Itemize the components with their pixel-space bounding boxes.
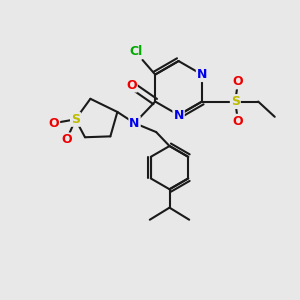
Text: O: O xyxy=(126,79,137,92)
Text: O: O xyxy=(49,117,59,130)
Text: O: O xyxy=(61,134,72,146)
Text: O: O xyxy=(232,115,243,128)
Text: N: N xyxy=(129,117,140,130)
Text: O: O xyxy=(232,75,243,88)
Text: N: N xyxy=(197,68,207,81)
Text: N: N xyxy=(173,109,184,122)
Text: Cl: Cl xyxy=(129,45,142,58)
Text: S: S xyxy=(231,95,240,108)
Text: S: S xyxy=(71,113,80,126)
